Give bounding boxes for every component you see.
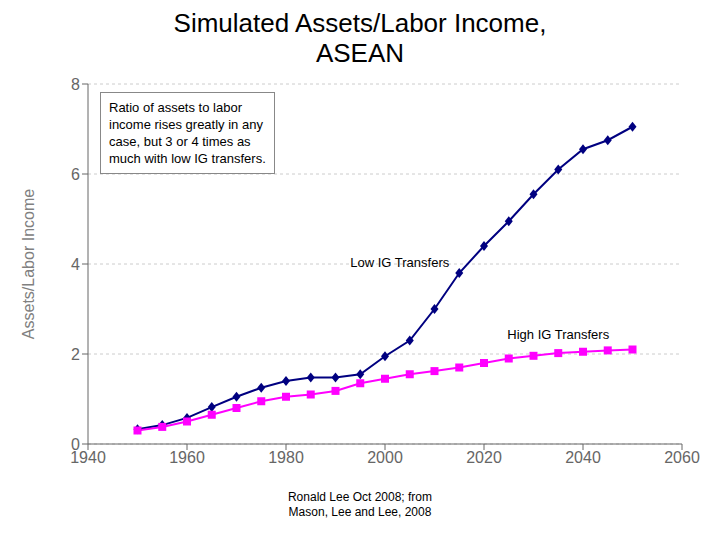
svg-text:1940: 1940 xyxy=(70,449,106,467)
html-text:Ratio of assets to labor incom: Ratio of assets to labor income rises gr… xyxy=(109,100,266,166)
svg-text:2060: 2060 xyxy=(664,449,700,466)
svg-text:Low IG Transfers: Low IG Transfers xyxy=(350,255,449,270)
svg-text:0: 0 xyxy=(71,436,80,453)
svg-text:6: 6 xyxy=(71,166,80,183)
svg-text:1960: 1960 xyxy=(169,449,205,466)
svg-text:8: 8 xyxy=(71,76,80,93)
svg-text:2000: 2000 xyxy=(367,449,403,466)
svg-text:Assets/Labor Income: Assets/Labor Income xyxy=(20,189,37,339)
html-text:Ronald Lee Oct 2008; from Maso: Ronald Lee Oct 2008; from Mason, Lee and… xyxy=(288,490,432,519)
svg-text:1980: 1980 xyxy=(268,449,304,466)
svg-text:2040: 2040 xyxy=(565,449,601,466)
svg-text:High IG Transfers: High IG Transfers xyxy=(507,327,609,342)
svg-text:2: 2 xyxy=(71,346,80,363)
html-text:Simulated Assets/Labor Income,: Simulated Assets/Labor Income, ASEAN xyxy=(173,8,547,68)
svg-text:4: 4 xyxy=(71,256,80,273)
svg-text:2020: 2020 xyxy=(466,449,502,466)
